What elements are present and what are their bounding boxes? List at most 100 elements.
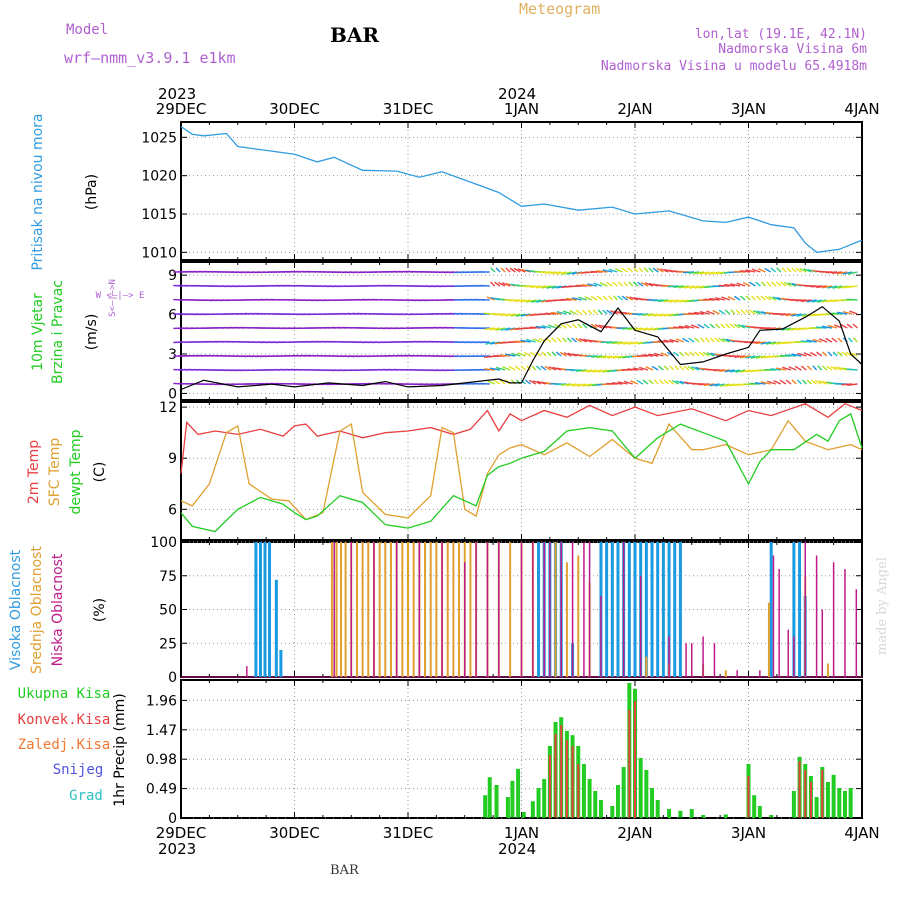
low-cloud-bar	[246, 666, 248, 677]
high-cloud-bar	[644, 542, 648, 677]
wind-arrow	[834, 324, 843, 329]
wind-arrow	[493, 379, 501, 385]
wind-arrow	[842, 310, 853, 315]
wind-arrow	[548, 366, 557, 371]
wind-arrow	[520, 299, 531, 303]
wind-arrow	[643, 327, 654, 331]
product-title: Meteogram	[519, 0, 600, 18]
low-cloud-bar	[685, 643, 687, 677]
bottom-tick-2JAN: 2JAN	[617, 824, 652, 842]
wind-arrow	[563, 310, 572, 315]
wind-arrow	[536, 365, 542, 371]
wind-arrow	[596, 270, 608, 273]
wind-arrow	[612, 281, 618, 287]
wind-arrow	[606, 281, 613, 287]
wind-arrow	[719, 369, 730, 372]
low-cloud-bar	[583, 542, 585, 677]
total-precip-bar	[521, 812, 526, 818]
wind-arrow	[725, 323, 731, 329]
convective-precip-bar	[548, 755, 551, 818]
wind-arrow	[720, 323, 726, 329]
wind-arrow	[766, 341, 776, 345]
total-precip-bar	[581, 764, 586, 818]
temp-ylabel2: SFC Temp	[47, 438, 63, 507]
wind-arrow	[806, 379, 812, 385]
convective-precip-bar	[798, 761, 801, 818]
wind-arrow	[495, 366, 506, 371]
wind-arrow	[608, 295, 613, 301]
wind-arrow	[541, 351, 547, 357]
total-precip-bar	[587, 779, 592, 818]
wind-panel: 10m Vjetar Brzina i Pravac (m/s) W <–|–>…	[30, 261, 863, 402]
wind-compass-ns: S<–|–>N	[108, 279, 118, 317]
wind-arrow	[709, 271, 720, 275]
low-cloud-bar	[532, 542, 534, 677]
wind-arrow	[683, 271, 695, 274]
wind-ytick-label: 6	[168, 308, 177, 324]
wind-arrow	[768, 295, 777, 301]
wind-arrow	[544, 365, 552, 371]
bottom-tick-4JAN: 4JAN	[844, 824, 879, 842]
wind-arrow	[817, 299, 827, 303]
wind-arrow	[587, 369, 598, 373]
wind-arrow	[841, 351, 848, 357]
wind-arrow	[679, 365, 685, 371]
wind-arrow	[771, 281, 777, 287]
wind-arrow	[766, 281, 772, 287]
total-precip-bar	[769, 815, 774, 818]
total-precip-bar	[516, 768, 521, 818]
wind-arrow	[803, 352, 812, 357]
wind-arrow	[511, 352, 521, 357]
wind-arrow	[678, 325, 690, 329]
wind-arrow	[526, 338, 536, 343]
wind-arrow	[606, 341, 618, 344]
wind-arrow	[554, 323, 562, 329]
bottom-tick-3JAN: 3JAN	[731, 824, 766, 842]
wind-arrow	[745, 269, 756, 273]
total-precip-bar	[831, 774, 836, 818]
wind-arrow	[749, 309, 756, 315]
wind-arrow	[703, 298, 715, 301]
wind-arrow	[729, 323, 736, 329]
wind-arrow	[520, 379, 526, 385]
low-cloud-bar	[571, 542, 574, 677]
wind-arrow	[745, 355, 756, 359]
wind-arrow	[837, 351, 843, 357]
wind-unit: (m/s)	[84, 314, 100, 351]
wind-arrow	[751, 295, 756, 301]
wind-arrow	[479, 382, 490, 385]
wind-arrow	[791, 379, 797, 385]
wind-arrow	[690, 324, 700, 329]
wind-arrow	[786, 327, 797, 331]
wind-arrow	[817, 365, 823, 371]
wind-arrow	[538, 337, 547, 343]
high-cloud-bar	[263, 542, 267, 677]
wind-arrow	[581, 283, 592, 287]
wind-arrow	[525, 299, 536, 303]
total-precip-bar	[678, 810, 683, 818]
wind-arrow	[653, 379, 659, 385]
precip-ylabel: 1hr Precip	[112, 736, 128, 807]
high-cloud-bar	[627, 542, 631, 677]
wind-arrow	[622, 341, 633, 345]
mid-cloud-bar	[330, 542, 333, 677]
wind-arrow	[571, 383, 582, 387]
wind-arrow	[514, 299, 526, 303]
wind-arrow	[712, 309, 720, 315]
wind-arrow	[648, 313, 659, 317]
low-cloud-bar	[821, 609, 824, 677]
wind-arrow	[795, 267, 802, 273]
total-precip-bar	[510, 780, 515, 818]
wind-arrow	[709, 297, 720, 301]
low-cloud-bar	[736, 670, 738, 677]
wind-arrow	[559, 351, 567, 357]
wind-arrow	[847, 285, 858, 289]
high-cloud-bar	[673, 542, 677, 677]
wind-arrow	[739, 355, 751, 359]
wind-arrow	[795, 299, 807, 302]
precip-grid	[180, 680, 863, 819]
wind-arrow	[541, 324, 552, 329]
total-precip-bar	[483, 795, 488, 818]
low-cloud-bar	[464, 562, 466, 677]
